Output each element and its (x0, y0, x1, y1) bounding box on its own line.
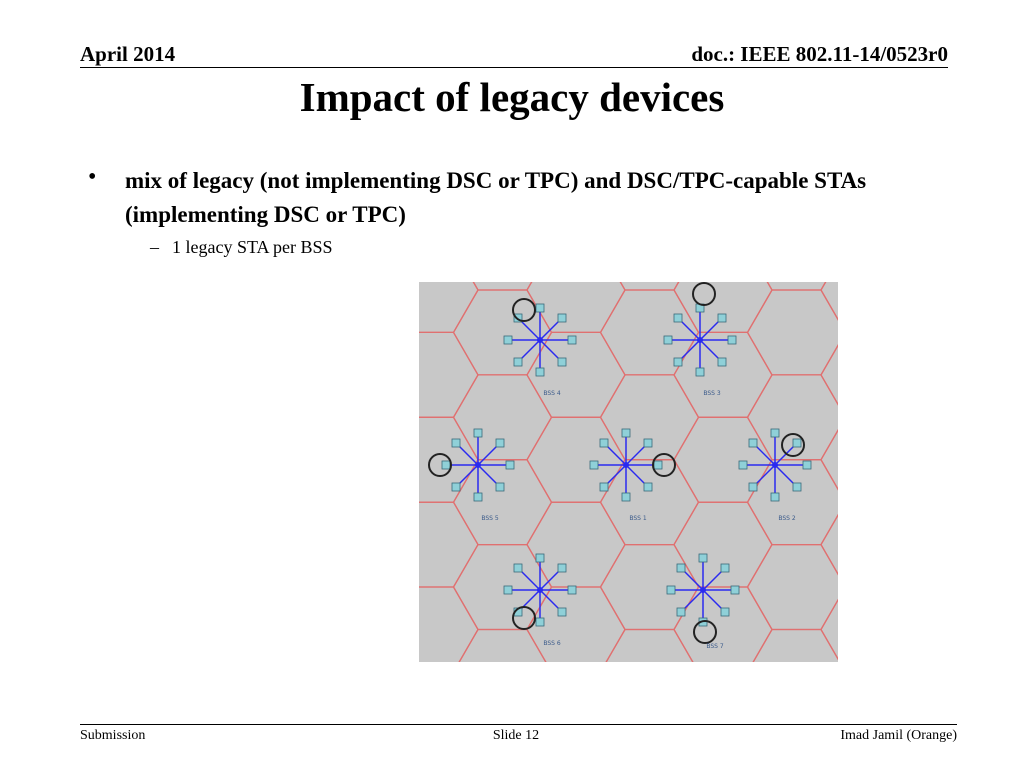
station (802, 460, 812, 470)
station (495, 438, 505, 448)
station (666, 585, 676, 595)
station (643, 482, 653, 492)
bss-label: BSS 2 (778, 515, 796, 522)
station (673, 357, 683, 367)
legacy-marker (693, 620, 717, 644)
station (513, 313, 523, 323)
bss-label: BSS 1 (629, 515, 647, 522)
station (653, 460, 663, 470)
slide-title: Impact of legacy devices (299, 74, 725, 120)
station (513, 357, 523, 367)
station (567, 585, 577, 595)
station (599, 438, 609, 448)
bss-figure: BSS 4 BSS 3 BSS 5 BSS 1 BSS 2 BSS 6 BSS 7 (419, 282, 838, 662)
bss-label: BSS 4 (543, 390, 561, 397)
access-point (700, 587, 706, 593)
bss-label: BSS 7 (706, 643, 724, 650)
bss-label: BSS 6 (543, 640, 561, 647)
station (792, 482, 802, 492)
station (676, 563, 686, 573)
station (557, 357, 567, 367)
sub-bullet-text: 1 legacy STA per BSS (172, 237, 333, 257)
footer-left: Submission (80, 728, 146, 743)
station (663, 335, 673, 345)
legacy-marker (781, 433, 805, 457)
station (695, 367, 705, 377)
footer-right: Imad Jamil (Orange) (840, 728, 957, 743)
bss-label: BSS 3 (703, 390, 721, 397)
station (535, 367, 545, 377)
station (770, 492, 780, 502)
hex-cell (820, 344, 838, 406)
header-rule (80, 67, 948, 68)
station (698, 553, 708, 563)
station (738, 460, 748, 470)
station (720, 607, 730, 617)
access-point (772, 462, 778, 468)
station (621, 428, 631, 438)
station (473, 492, 483, 502)
station (717, 313, 727, 323)
legacy-marker (652, 453, 676, 477)
access-point (537, 337, 543, 343)
station (451, 438, 461, 448)
station (589, 460, 599, 470)
station (621, 492, 631, 502)
legacy-marker (512, 606, 536, 630)
station (503, 585, 513, 595)
station (748, 482, 758, 492)
station (770, 428, 780, 438)
header-doc-id: doc.: IEEE 802.11-14/0523r0 (691, 42, 948, 66)
station (673, 313, 683, 323)
station (535, 303, 545, 313)
footer-center: Slide 12 (492, 728, 540, 743)
sub-bullet-marker: – (150, 237, 159, 257)
station (513, 563, 523, 573)
station (473, 428, 483, 438)
station (567, 335, 577, 345)
footer-rule (80, 724, 957, 725)
station (730, 585, 740, 595)
hex-cell (820, 513, 838, 576)
station (557, 607, 567, 617)
station (451, 482, 461, 492)
station (441, 460, 451, 470)
station (727, 335, 737, 345)
hex-cell (820, 282, 838, 321)
access-point (623, 462, 629, 468)
access-point (697, 337, 703, 343)
station (505, 460, 515, 470)
station (717, 357, 727, 367)
station (557, 563, 567, 573)
station (535, 553, 545, 563)
hex-cell (820, 598, 838, 661)
legacy-marker (512, 298, 536, 322)
hex-cell (820, 428, 838, 491)
station (495, 482, 505, 492)
bullet-text: mix of legacy (not implementing DSC or T… (125, 168, 867, 227)
station (503, 335, 513, 345)
station (535, 617, 545, 627)
access-point (475, 462, 481, 468)
bss-label: BSS 5 (481, 515, 499, 522)
legacy-marker (692, 282, 716, 306)
station (557, 313, 567, 323)
bullet-marker: • (88, 164, 97, 190)
header-date: April 2014 (80, 42, 176, 66)
station (643, 438, 653, 448)
station (720, 563, 730, 573)
station (599, 482, 609, 492)
station (792, 438, 802, 448)
legacy-marker (428, 453, 452, 477)
station (676, 607, 686, 617)
station (748, 438, 758, 448)
access-point (537, 587, 543, 593)
